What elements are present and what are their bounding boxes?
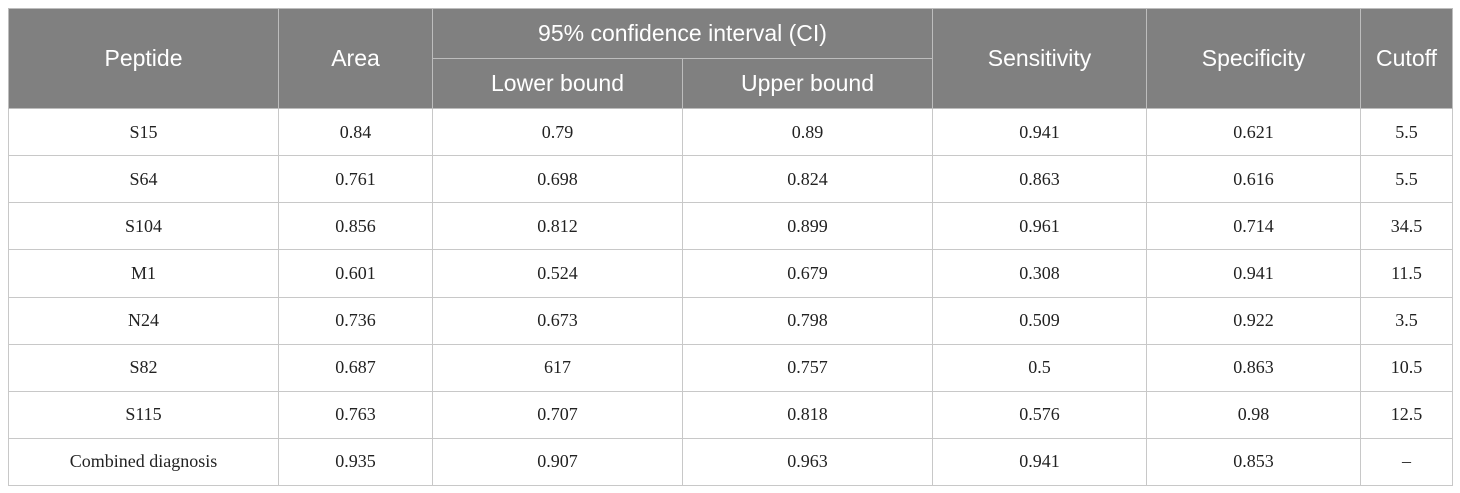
header-area: Area [278, 8, 433, 109]
header-lower-bound: Lower bound [432, 58, 683, 109]
header-cutoff: Cutoff [1360, 8, 1454, 109]
header-upper-bound: Upper bound [681, 58, 934, 109]
cell-area: 0.687 [278, 343, 433, 392]
table-row: Combined diagnosis 0.935 0.907 0.963 0.9… [8, 437, 1454, 487]
cell-lower-bound: 0.907 [432, 437, 683, 487]
cell-cutoff: – [1360, 437, 1454, 487]
cell-upper-bound: 0.757 [681, 343, 934, 392]
cell-cutoff: 5.5 [1360, 155, 1454, 204]
cell-upper-bound: 0.963 [681, 437, 934, 487]
cell-area: 0.763 [278, 390, 433, 439]
subheader-row: Lower bound Upper bound [9, 58, 1453, 109]
cell-area: 0.856 [278, 202, 433, 251]
cell-lower-bound: 0.524 [432, 249, 683, 298]
cell-lower-bound: 0.698 [432, 155, 683, 204]
table-row: S104 0.856 0.812 0.899 0.961 0.714 34.5 [8, 202, 1454, 251]
cell-sensitivity: 0.941 [932, 107, 1148, 157]
cell-cutoff: 11.5 [1360, 249, 1454, 298]
cell-specificity: 0.714 [1146, 202, 1362, 251]
cell-specificity: 0.621 [1146, 107, 1362, 157]
cell-peptide: S115 [8, 390, 279, 439]
cell-sensitivity: 0.5 [932, 343, 1148, 392]
cell-cutoff: 3.5 [1360, 296, 1454, 345]
cell-area: 0.601 [278, 249, 433, 298]
cell-peptide: S104 [8, 202, 279, 251]
cell-sensitivity: 0.941 [932, 437, 1148, 487]
table-row: S115 0.763 0.707 0.818 0.576 0.98 12.5 [8, 390, 1454, 439]
cell-upper-bound: 0.89 [681, 107, 934, 157]
cell-specificity: 0.922 [1146, 296, 1362, 345]
cell-sensitivity: 0.961 [932, 202, 1148, 251]
cell-specificity: 0.98 [1146, 390, 1362, 439]
cell-area: 0.935 [278, 437, 433, 487]
cell-specificity: 0.853 [1146, 437, 1362, 487]
cell-lower-bound: 0.707 [432, 390, 683, 439]
cell-sensitivity: 0.576 [932, 390, 1148, 439]
cell-area: 0.736 [278, 296, 433, 345]
header-peptide: Peptide [8, 8, 279, 109]
cell-peptide: S82 [8, 343, 279, 392]
table-row: N24 0.736 0.673 0.798 0.509 0.922 3.5 [8, 296, 1454, 345]
cell-cutoff: 5.5 [1360, 107, 1454, 157]
cell-peptide: Combined diagnosis [8, 437, 279, 487]
cell-sensitivity: 0.863 [932, 155, 1148, 204]
cell-cutoff: 12.5 [1360, 390, 1454, 439]
cell-specificity: 0.863 [1146, 343, 1362, 392]
cell-upper-bound: 0.798 [681, 296, 934, 345]
cell-upper-bound: 0.818 [681, 390, 934, 439]
table-row: S15 0.84 0.79 0.89 0.941 0.621 5.5 [8, 107, 1454, 157]
cell-peptide: S64 [8, 155, 279, 204]
roc-results-table: Peptide Area 95% confidence interval (CI… [8, 8, 1454, 487]
cell-area: 0.761 [278, 155, 433, 204]
cell-cutoff: 34.5 [1360, 202, 1454, 251]
cell-peptide: S15 [8, 107, 279, 157]
cell-lower-bound: 0.812 [432, 202, 683, 251]
cell-sensitivity: 0.509 [932, 296, 1148, 345]
cell-area: 0.84 [278, 107, 433, 157]
cell-lower-bound: 0.673 [432, 296, 683, 345]
cell-upper-bound: 0.679 [681, 249, 934, 298]
table-row: M1 0.601 0.524 0.679 0.308 0.941 11.5 [8, 249, 1454, 298]
cell-peptide: M1 [8, 249, 279, 298]
table-row: S64 0.761 0.698 0.824 0.863 0.616 5.5 [8, 155, 1454, 204]
cell-upper-bound: 0.824 [681, 155, 934, 204]
cell-specificity: 0.616 [1146, 155, 1362, 204]
header-sensitivity: Sensitivity [932, 8, 1148, 109]
cell-upper-bound: 0.899 [681, 202, 934, 251]
cell-specificity: 0.941 [1146, 249, 1362, 298]
cell-sensitivity: 0.308 [932, 249, 1148, 298]
cell-lower-bound: 617 [432, 343, 683, 392]
cell-cutoff: 10.5 [1360, 343, 1454, 392]
cell-peptide: N24 [8, 296, 279, 345]
header-ci: 95% confidence interval (CI) [431, 8, 934, 59]
header-specificity: Specificity [1146, 8, 1362, 109]
table-row: S82 0.687 617 0.757 0.5 0.863 10.5 [8, 343, 1454, 392]
header-row: Peptide Area 95% confidence interval (CI… [8, 8, 1454, 109]
cell-lower-bound: 0.79 [432, 107, 683, 157]
